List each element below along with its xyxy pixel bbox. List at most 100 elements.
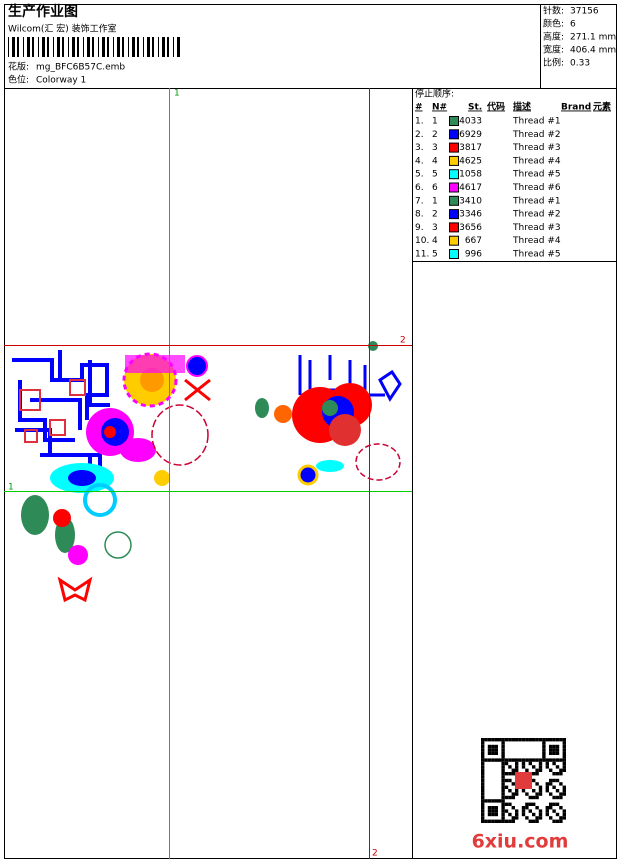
barcode-bar xyxy=(152,37,154,57)
qr-module xyxy=(501,819,505,823)
qr-module xyxy=(555,744,560,749)
qr-module xyxy=(511,816,515,820)
qr-module xyxy=(532,772,536,776)
barcode-bar xyxy=(107,37,109,57)
qr-module xyxy=(501,785,505,789)
needle: 2 xyxy=(432,130,438,140)
qr-module xyxy=(484,799,488,803)
qr-module xyxy=(552,751,556,755)
description: Thread #5 xyxy=(512,170,561,180)
guide-label: 2 xyxy=(372,849,378,859)
needle: 2 xyxy=(432,210,438,220)
barcode-bar xyxy=(72,37,75,57)
needle: 3 xyxy=(432,143,438,153)
qr-module xyxy=(545,809,549,813)
qr-module xyxy=(562,812,566,817)
qr-module xyxy=(481,785,485,789)
qr-module xyxy=(484,819,488,823)
qr-module xyxy=(511,819,515,823)
qr-module xyxy=(494,744,498,749)
description: Thread #4 xyxy=(512,156,561,166)
qr-module xyxy=(511,782,515,786)
qr-module xyxy=(562,816,566,820)
qr-module xyxy=(549,782,553,786)
barcode-bar xyxy=(8,37,9,57)
qr-module xyxy=(538,809,543,813)
stitches: 4033 xyxy=(459,117,482,127)
barcode-bar xyxy=(42,37,45,57)
stat-value: 271.1 mm xyxy=(570,33,616,43)
guide-label: 2 xyxy=(400,336,406,346)
qr-module xyxy=(521,809,526,813)
qr-module xyxy=(562,744,566,749)
column-header: Brand xyxy=(561,103,591,113)
qr-module xyxy=(545,806,549,810)
qr-module xyxy=(501,802,505,806)
qr-module xyxy=(501,806,505,810)
qr-module xyxy=(501,778,505,783)
description: Thread #3 xyxy=(512,223,561,233)
barcode-bar xyxy=(117,37,120,57)
qr-module xyxy=(525,792,529,796)
qr-module xyxy=(535,768,539,772)
qr-module xyxy=(555,778,560,783)
qr-module xyxy=(487,812,492,817)
qr-module xyxy=(545,789,549,793)
qr-module xyxy=(481,772,485,776)
stat-value: 37156 xyxy=(570,7,599,17)
qr-module xyxy=(555,772,560,776)
stat-label: 颜色: xyxy=(543,18,564,30)
qr-code xyxy=(481,738,566,823)
qr-module xyxy=(542,758,546,762)
qr-module xyxy=(494,748,498,752)
qr-module xyxy=(484,738,488,742)
qr-module xyxy=(535,806,539,810)
needle: 5 xyxy=(432,170,438,180)
stitches: 3817 xyxy=(459,143,482,153)
qr-module xyxy=(501,799,505,803)
qr-module xyxy=(487,819,492,823)
qr-module xyxy=(504,738,509,742)
qr-module xyxy=(562,785,566,789)
qr-module xyxy=(504,761,509,766)
qr-module xyxy=(494,809,498,813)
qr-module xyxy=(538,758,543,762)
barcode-bar xyxy=(177,37,180,57)
stitches: 3346 xyxy=(459,210,482,220)
qr-module xyxy=(481,761,485,766)
barcode-bar xyxy=(162,37,165,57)
qr-module xyxy=(501,772,505,776)
qr-module xyxy=(501,741,505,745)
qr-module xyxy=(542,741,546,745)
qr-module xyxy=(511,792,515,796)
qr-module xyxy=(487,799,492,803)
qr-module xyxy=(487,751,492,755)
qr-module xyxy=(555,789,560,793)
barcode-bar xyxy=(57,37,60,57)
qr-module xyxy=(528,809,532,813)
qr-module xyxy=(542,748,546,752)
color-swatch xyxy=(449,195,459,206)
qr-module xyxy=(504,819,509,823)
qr-module xyxy=(528,738,532,742)
qr-module xyxy=(525,802,529,806)
qr-module xyxy=(559,738,563,742)
qr-module xyxy=(481,738,485,742)
qr-module xyxy=(491,799,495,803)
qr-module xyxy=(501,775,505,779)
stat-value: 6 xyxy=(570,20,576,30)
qr-module xyxy=(532,758,536,762)
row-index: 10. xyxy=(415,236,429,246)
column-header: 元素 xyxy=(593,101,611,113)
qr-module xyxy=(528,802,532,806)
qr-module xyxy=(494,812,498,817)
stat-label: 高度: xyxy=(543,31,564,43)
qr-module xyxy=(511,758,515,762)
qr-module xyxy=(481,816,485,820)
barcode-bar xyxy=(87,37,90,57)
qr-module xyxy=(535,758,539,762)
barcode-bar xyxy=(47,37,49,57)
qr-module xyxy=(521,789,526,793)
qr-module xyxy=(501,816,505,820)
column-header: St. xyxy=(468,103,482,113)
